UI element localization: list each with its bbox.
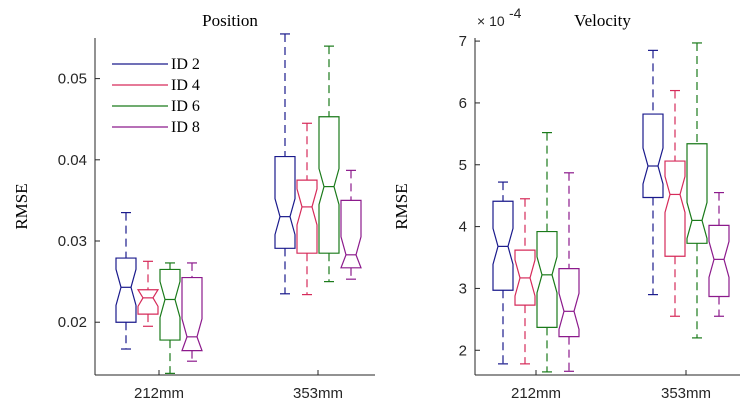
y-tick-label: 2 [459,342,467,359]
y-tick-label: 0.05 [58,71,87,88]
chart-title: Velocity [574,11,631,30]
box-id4-353mm [296,122,318,296]
box-id8-212mm [558,172,580,372]
x-tick-label: 353mm [661,385,711,402]
box-id4-353mm [664,89,686,317]
box-body [181,276,203,352]
box-body [274,155,296,249]
box-id2-212mm [115,211,137,350]
x-tick-label: 212mm [511,385,561,402]
box-id8-353mm [708,191,730,317]
box-body [558,268,580,338]
y-exponent-power: -4 [509,5,522,21]
box-id2-212mm [492,181,514,365]
box-id8-212mm [181,262,203,362]
y-tick-label: 0.02 [58,314,87,331]
y-tick-label: 6 [459,95,467,112]
box-id4-212mm [136,260,160,327]
box-id6-353mm [686,42,708,339]
y-tick-label: 0.03 [58,233,87,250]
box-body [115,257,137,323]
box-id4-212mm [514,198,536,365]
legend-label: ID 8 [171,119,200,136]
chart-title: Position [202,11,258,30]
y-tick-label: 7 [459,33,467,50]
box-body [514,249,536,306]
box-id2-353mm [274,33,296,295]
box-body [318,116,340,254]
y-axis-label: RMSE [12,183,31,229]
legend-label: ID 2 [171,56,200,73]
x-tick-label: 353mm [293,385,343,402]
chart-panel-velocity: 2 3 4 5 6 7 212mm 353mm Velocity RMSE × 10 -4 [392,5,740,402]
box-id6-212mm [159,262,181,374]
box-body [136,289,160,315]
box-body [664,160,686,257]
box-body [340,199,362,269]
box-body [296,179,318,254]
box-id6-353mm [318,45,340,283]
y-tick-label: 3 [459,280,467,297]
y-tick-label: 5 [459,157,467,174]
box-id2-353mm [642,49,664,296]
box-id6-212mm [536,132,558,373]
legend-label: ID 6 [171,98,200,115]
box-body [642,113,664,199]
box-body [492,200,514,291]
legend-label: ID 4 [171,77,200,94]
y-tick-label: 4 [459,219,467,236]
chart-panel-position: 0.02 0.03 0.04 0.05 212mm 353mm Position RMSE ID… [12,11,375,402]
box-body [536,230,558,328]
box-body [708,224,730,298]
box-id8-353mm [340,169,362,280]
legend: ID 2 ID 4 ID 6 ID 8 [112,56,200,136]
box-body [159,268,181,341]
box-body [686,143,708,244]
x-tick-label: 212mm [134,385,184,402]
y-tick-label: 0.04 [58,152,87,169]
y-axis-label: RMSE [392,183,411,229]
y-exponent-label: × 10 [477,13,505,29]
